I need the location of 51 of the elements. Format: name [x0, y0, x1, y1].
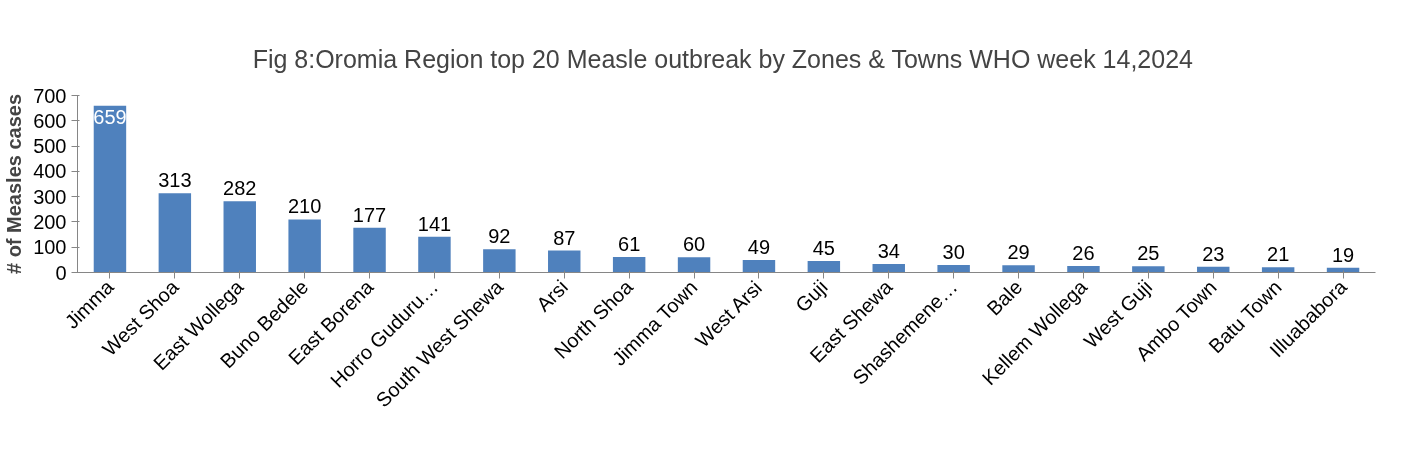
bar [418, 236, 451, 273]
data-label: 60 [682, 233, 706, 256]
data-label: 61 [618, 233, 641, 256]
data-label: 34 [877, 239, 900, 262]
x-tick-label: Guji [790, 275, 832, 317]
data-label: 30 [942, 240, 965, 263]
bar [353, 227, 386, 273]
y-tick-label: 300 [33, 185, 67, 208]
bar [1132, 266, 1165, 273]
bar [1002, 265, 1035, 273]
data-label: 21 [1267, 243, 1290, 266]
data-label: 87 [553, 226, 576, 249]
data-label: 19 [1331, 243, 1355, 266]
bar [937, 264, 970, 273]
chart-title: Fig 8:Oromia Region top 20 Measle outbreak by Zones & Towns WHO week 14,2024 [252, 45, 1194, 73]
bar [288, 219, 321, 273]
data-label: 23 [1202, 242, 1225, 265]
bar [872, 263, 905, 273]
bar [158, 193, 192, 273]
data-label: 45 [812, 237, 835, 260]
y-tick-label: 400 [33, 160, 67, 183]
bar [548, 250, 581, 273]
x-tick-label: Bale [982, 275, 1027, 320]
data-label: 92 [488, 225, 511, 248]
data-label: 49 [747, 236, 771, 259]
y-tick-label: 700 [33, 84, 67, 107]
bar [1261, 267, 1295, 273]
bar [93, 105, 127, 273]
data-label: 313 [158, 169, 192, 192]
y-tick-label: 100 [33, 236, 67, 259]
bar [223, 201, 256, 273]
y-tick-label: 0 [55, 261, 67, 284]
y-axis-title: # of Measles cases [3, 93, 26, 275]
data-label: 659 [93, 105, 127, 128]
bar [677, 257, 711, 273]
data-label: 210 [287, 195, 322, 218]
data-label: 25 [1137, 242, 1160, 265]
bar [612, 257, 646, 273]
x-tick-label: Arsi [532, 275, 573, 316]
y-tick-label: 200 [33, 210, 67, 233]
y-tick-label: 600 [33, 109, 67, 132]
y-tick-label: 500 [33, 135, 67, 158]
bar [807, 261, 841, 273]
bar [1067, 265, 1100, 273]
data-label: 29 [1007, 241, 1030, 264]
bar [742, 260, 776, 273]
data-label: 177 [352, 203, 387, 226]
data-label: 141 [417, 212, 452, 235]
bar [483, 249, 516, 273]
data-label: 282 [223, 177, 257, 200]
data-label: 26 [1072, 241, 1095, 264]
